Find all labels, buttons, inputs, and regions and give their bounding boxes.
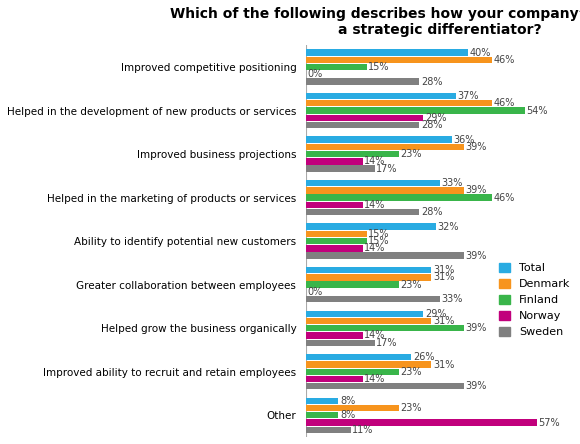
Bar bbox=[306, 187, 464, 194]
Text: 8%: 8% bbox=[340, 410, 356, 420]
Bar bbox=[306, 122, 419, 128]
Bar bbox=[306, 332, 362, 339]
Text: 28%: 28% bbox=[421, 76, 443, 87]
Bar bbox=[306, 115, 423, 121]
Text: 14%: 14% bbox=[364, 243, 386, 254]
Text: 46%: 46% bbox=[494, 55, 515, 65]
Text: 28%: 28% bbox=[421, 120, 443, 130]
Text: 29%: 29% bbox=[425, 309, 447, 319]
Bar bbox=[306, 107, 524, 114]
Bar bbox=[306, 427, 350, 433]
Bar bbox=[306, 325, 464, 331]
Bar bbox=[306, 158, 362, 165]
Bar bbox=[306, 223, 436, 230]
Bar bbox=[306, 194, 492, 201]
Bar bbox=[306, 383, 464, 389]
Text: 46%: 46% bbox=[494, 193, 515, 202]
Legend: Total, Denmark, Finland, Norway, Sweden: Total, Denmark, Finland, Norway, Sweden bbox=[499, 263, 570, 337]
Bar bbox=[306, 340, 375, 346]
Text: 31%: 31% bbox=[433, 265, 455, 275]
Text: 36%: 36% bbox=[454, 135, 474, 145]
Bar bbox=[306, 166, 375, 172]
Text: 15%: 15% bbox=[368, 62, 390, 72]
Bar bbox=[306, 419, 536, 426]
Bar bbox=[306, 238, 367, 244]
Text: 31%: 31% bbox=[433, 316, 455, 326]
Bar bbox=[306, 144, 464, 150]
Text: 23%: 23% bbox=[401, 367, 422, 377]
Bar bbox=[306, 136, 452, 143]
Text: 14%: 14% bbox=[364, 330, 386, 341]
Text: 40%: 40% bbox=[469, 48, 491, 58]
Text: 39%: 39% bbox=[465, 142, 487, 152]
Bar bbox=[306, 49, 468, 56]
Bar bbox=[306, 56, 492, 63]
Text: 23%: 23% bbox=[401, 280, 422, 289]
Text: 17%: 17% bbox=[376, 163, 398, 174]
Text: 28%: 28% bbox=[421, 207, 443, 217]
Bar bbox=[306, 274, 432, 281]
Bar bbox=[306, 281, 399, 288]
Text: 15%: 15% bbox=[368, 236, 390, 246]
Bar bbox=[306, 100, 492, 107]
Text: 11%: 11% bbox=[352, 425, 374, 435]
Text: 54%: 54% bbox=[526, 106, 548, 115]
Bar bbox=[306, 397, 338, 404]
Bar bbox=[306, 267, 432, 274]
Bar bbox=[306, 64, 367, 70]
Text: 57%: 57% bbox=[538, 417, 560, 428]
Text: 46%: 46% bbox=[494, 98, 515, 108]
Bar bbox=[306, 310, 423, 317]
Bar bbox=[306, 180, 440, 186]
Bar bbox=[306, 93, 456, 99]
Text: 15%: 15% bbox=[368, 229, 390, 239]
Text: 8%: 8% bbox=[340, 396, 356, 406]
Title: Which of the following describes how your company’s data has been
a strategic di: Which of the following describes how you… bbox=[171, 7, 580, 37]
Text: 26%: 26% bbox=[413, 352, 434, 362]
Text: 17%: 17% bbox=[376, 338, 398, 348]
Text: 32%: 32% bbox=[437, 222, 459, 232]
Text: 39%: 39% bbox=[465, 323, 487, 333]
Bar bbox=[306, 318, 432, 324]
Bar bbox=[306, 412, 338, 419]
Text: 23%: 23% bbox=[401, 403, 422, 413]
Bar bbox=[306, 369, 399, 375]
Text: 0%: 0% bbox=[307, 287, 323, 297]
Text: 39%: 39% bbox=[465, 381, 487, 391]
Text: 33%: 33% bbox=[441, 178, 462, 188]
Text: 31%: 31% bbox=[433, 360, 455, 369]
Text: 29%: 29% bbox=[425, 113, 447, 123]
Bar bbox=[306, 245, 362, 252]
Text: 37%: 37% bbox=[458, 91, 479, 101]
Text: 14%: 14% bbox=[364, 156, 386, 166]
Text: 14%: 14% bbox=[364, 374, 386, 384]
Text: 33%: 33% bbox=[441, 294, 462, 304]
Bar bbox=[306, 296, 440, 302]
Bar bbox=[306, 151, 399, 157]
Bar bbox=[306, 253, 464, 259]
Bar bbox=[306, 376, 362, 382]
Bar bbox=[306, 354, 411, 361]
Text: 14%: 14% bbox=[364, 200, 386, 210]
Bar bbox=[306, 202, 362, 208]
Text: 23%: 23% bbox=[401, 149, 422, 159]
Bar bbox=[306, 78, 419, 85]
Text: 31%: 31% bbox=[433, 273, 455, 282]
Text: 39%: 39% bbox=[465, 185, 487, 195]
Bar bbox=[306, 231, 367, 237]
Bar bbox=[306, 361, 432, 368]
Bar bbox=[306, 405, 399, 411]
Bar bbox=[306, 209, 419, 215]
Text: 39%: 39% bbox=[465, 251, 487, 261]
Text: 0%: 0% bbox=[307, 69, 323, 79]
